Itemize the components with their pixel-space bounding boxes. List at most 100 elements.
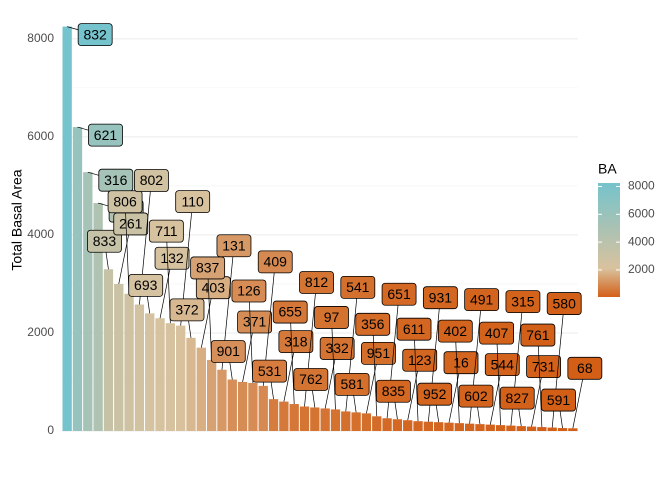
data-label: 402 [437,319,473,424]
data-label: 655 [272,300,308,405]
label-text: 833 [93,233,117,249]
bar [196,347,206,431]
label-text: 827 [506,390,530,406]
data-label: 761 [520,323,556,428]
label-box [526,355,561,378]
label-text: 832 [83,26,107,42]
label-box [505,290,541,314]
data-label: 131 [216,234,252,370]
label-box [484,353,520,377]
data-label: 693 [128,273,164,314]
data-label: 316 [87,168,134,192]
bar [103,269,114,431]
label-box [175,190,211,214]
label-text: 762 [299,371,323,387]
label-box [340,275,376,299]
label-text: 123 [408,352,432,368]
bar [526,426,537,431]
label-box [210,340,246,363]
data-label: 132 [154,246,190,319]
bar [93,203,103,431]
y-tick-label: 0 [47,423,54,437]
label-box [314,306,349,329]
bar [134,304,145,431]
bar [537,427,547,431]
label-text: 371 [243,314,267,330]
data-label: 835 [375,379,411,420]
data-label: 541 [340,275,376,412]
label-box [520,323,556,347]
data-label: 711 [148,219,184,324]
label-box [169,298,205,322]
bar [176,325,186,431]
bar [258,385,268,431]
label-box [252,359,287,383]
label-text: 126 [237,283,261,299]
data-label: 901 [210,340,246,380]
data-label: 731 [526,355,561,427]
leader-line [537,335,543,428]
label-box [107,190,143,214]
label-box [361,341,396,365]
label-text: 68 [577,360,593,376]
bar [299,406,310,431]
label-text: 835 [382,383,406,399]
data-label: 531 [252,359,287,400]
label-box [464,288,500,312]
bar [279,401,289,431]
label-text: 332 [325,340,349,356]
data-label: 491 [464,288,500,424]
data-label: 762 [293,368,329,408]
label-box [443,351,479,375]
bar [330,409,341,431]
data-label: 621 [77,123,123,147]
y-tick-label: 4000 [27,227,54,241]
label-box [237,310,273,334]
data-label: 951 [361,341,396,414]
label-text: 491 [470,291,494,307]
label-text: 531 [258,363,282,379]
label-box [88,123,123,147]
label-box [319,337,355,360]
label-text: 132 [160,250,184,266]
data-label: 261 [113,212,149,285]
label-text: 611 [403,321,426,337]
bar [83,172,93,431]
bar [114,283,124,431]
y-tick-label: 6000 [27,129,54,143]
bar [413,421,423,431]
bar [62,26,72,432]
bar [423,421,434,431]
bar [557,428,568,431]
data-label: 833 [87,229,122,270]
leader-line [454,331,460,424]
data-label: 318 [278,330,314,402]
bar [227,379,237,431]
colorbar [598,183,620,297]
bar [382,418,392,431]
y-tick-label: 2000 [27,325,54,339]
data-label: 332 [319,337,355,409]
data-label: 126 [231,279,267,383]
data-label: 832 [67,23,113,47]
leader-line [331,317,336,410]
bar [516,426,526,431]
bar [506,425,516,431]
label-text: 591 [547,392,571,408]
label-text: 655 [279,304,303,320]
bar [72,127,83,432]
label-box [458,384,494,408]
data-label: 827 [499,386,535,427]
label-text: 802 [140,172,164,188]
label-box [133,169,169,192]
leader-line [413,329,419,422]
data-label: 544 [484,353,520,425]
label-text: 356 [361,316,385,332]
label-text: 580 [553,295,577,311]
bar [237,381,248,431]
label-box [417,382,453,406]
bar [217,369,227,431]
label-text: 837 [196,260,220,276]
label-box [355,312,391,336]
bar [248,382,258,431]
